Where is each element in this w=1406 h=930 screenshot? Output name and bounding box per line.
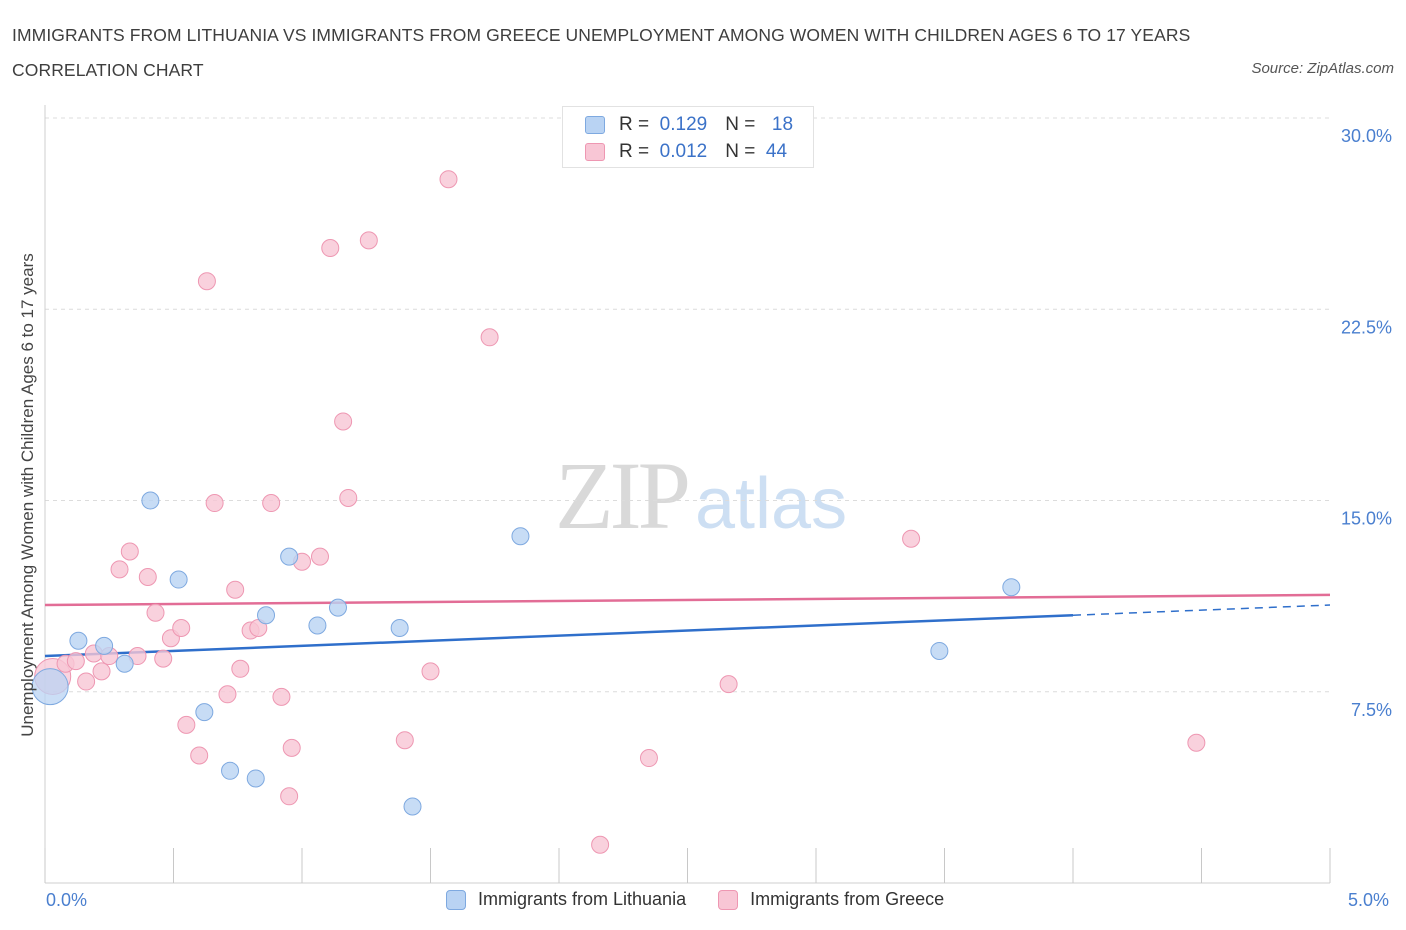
point-lithuania bbox=[511, 527, 530, 546]
legend-r-value-greece: 0.012 bbox=[659, 141, 708, 162]
source-label: Source: ZipAtlas.com bbox=[1251, 60, 1394, 77]
point-greece bbox=[262, 494, 281, 513]
point-greece bbox=[719, 675, 738, 694]
point-greece bbox=[1187, 733, 1206, 752]
point-greece bbox=[120, 542, 139, 561]
point-greece bbox=[66, 652, 85, 671]
point-greece bbox=[110, 560, 129, 579]
trend-line-greece bbox=[44, 593, 1331, 607]
series-legend: Immigrants from Lithuania Immigrants fro… bbox=[446, 889, 944, 910]
legend-swatch-greece bbox=[585, 143, 605, 161]
point-greece bbox=[639, 749, 658, 768]
watermark: ZIP atlas bbox=[555, 440, 847, 551]
legend-row-lithuania: R = 0.129 N = 18 bbox=[585, 111, 793, 139]
y-tick-label: 22.5% bbox=[1341, 317, 1392, 337]
point-lithuania bbox=[1002, 578, 1021, 597]
point-greece bbox=[272, 687, 291, 706]
trend-line-lithuania bbox=[44, 614, 1074, 658]
point-greece bbox=[146, 603, 165, 622]
series-swatch-lithuania bbox=[446, 889, 466, 910]
legend-r-label: R = bbox=[619, 141, 650, 162]
point-lithuania bbox=[95, 636, 114, 655]
point-greece bbox=[231, 659, 250, 678]
point-greece bbox=[439, 170, 458, 189]
point-lithuania bbox=[280, 547, 299, 566]
legend-n-value-greece: 44 bbox=[765, 141, 788, 162]
point-greece bbox=[421, 662, 440, 681]
point-greece bbox=[197, 272, 216, 291]
point-lithuania bbox=[930, 641, 949, 660]
series-label-lithuania: Immigrants from Lithuania bbox=[478, 889, 687, 909]
point-greece bbox=[205, 494, 224, 513]
point-greece bbox=[321, 239, 340, 258]
point-greece bbox=[902, 529, 921, 548]
point-greece bbox=[218, 685, 237, 704]
point-lithuania bbox=[221, 761, 240, 780]
watermark-atlas: atlas bbox=[695, 464, 848, 544]
point-greece bbox=[310, 547, 329, 566]
legend-n-label: N = bbox=[725, 141, 756, 162]
legend-r-label: R = bbox=[619, 114, 650, 135]
correlation-legend: R = 0.129 N = 18 R = 0.012 N = 44 bbox=[562, 106, 814, 168]
point-greece bbox=[190, 746, 209, 765]
point-lithuania bbox=[195, 703, 214, 722]
point-greece bbox=[395, 731, 414, 750]
data-points bbox=[31, 170, 1206, 854]
legend-r-value-lithuania: 0.129 bbox=[659, 114, 708, 135]
y-axis-label: Unemployment Among Women with Children A… bbox=[18, 253, 37, 737]
point-greece bbox=[339, 488, 358, 507]
trend-line-lithuania-extension bbox=[1072, 604, 1331, 616]
chart-title: IMMIGRANTS FROM LITHUANIA VS IMMIGRANTS … bbox=[12, 25, 1191, 80]
y-tick-label: 7.5% bbox=[1351, 700, 1392, 720]
point-greece bbox=[280, 787, 299, 806]
point-greece bbox=[138, 568, 157, 586]
legend-row-greece: R = 0.012 N = 44 bbox=[585, 138, 787, 166]
point-greece bbox=[92, 662, 111, 681]
y-tick-label: 15.0% bbox=[1341, 509, 1392, 529]
series-swatch-greece bbox=[718, 889, 739, 910]
grid-lines bbox=[45, 117, 1330, 693]
point-lithuania bbox=[403, 797, 422, 816]
point-lithuania bbox=[31, 668, 69, 706]
point-lithuania bbox=[141, 491, 160, 510]
point-greece bbox=[359, 231, 378, 250]
point-greece bbox=[154, 649, 173, 668]
y-tick-label: 30.0% bbox=[1341, 126, 1392, 146]
point-greece bbox=[226, 580, 245, 599]
point-greece bbox=[177, 715, 196, 734]
x-tick-label-min: 0.0% bbox=[46, 890, 88, 910]
point-lithuania bbox=[115, 654, 134, 673]
point-greece bbox=[172, 619, 191, 637]
point-lithuania bbox=[308, 616, 327, 635]
y-tick-labels: 7.5% 15.0% 22.5% 30.0% bbox=[1341, 126, 1392, 720]
point-lithuania bbox=[169, 570, 188, 589]
point-lithuania bbox=[390, 619, 409, 637]
x-tick-label-max: 5.0% bbox=[1348, 890, 1390, 910]
series-label-greece: Immigrants from Greece bbox=[750, 889, 945, 909]
legend-swatch-lithuania bbox=[585, 116, 605, 134]
axes bbox=[44, 105, 1331, 884]
point-greece bbox=[591, 835, 610, 854]
watermark-zip: ZIP bbox=[555, 442, 691, 549]
point-greece bbox=[282, 738, 301, 757]
point-lithuania bbox=[69, 631, 88, 650]
legend-n-value-lithuania: 18 bbox=[771, 114, 794, 135]
point-lithuania bbox=[246, 769, 265, 788]
legend-n-label: N = bbox=[725, 114, 756, 135]
point-lithuania bbox=[328, 598, 347, 617]
point-greece bbox=[480, 328, 499, 347]
point-greece bbox=[77, 672, 96, 691]
trend-lines bbox=[44, 593, 1331, 658]
point-lithuania bbox=[257, 606, 276, 625]
point-greece bbox=[334, 412, 353, 431]
